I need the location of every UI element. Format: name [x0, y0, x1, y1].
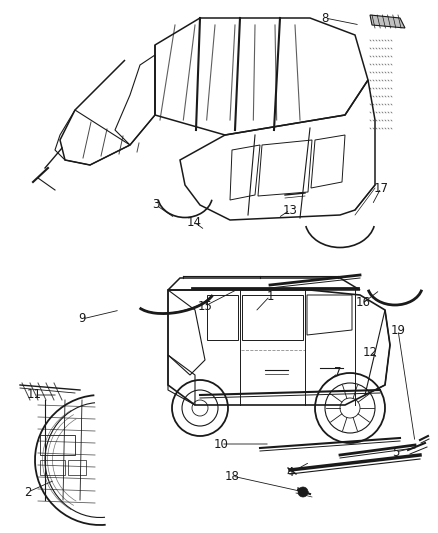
Text: 10: 10: [214, 438, 229, 450]
Text: 14: 14: [187, 215, 201, 229]
Text: 11: 11: [27, 389, 42, 401]
Text: 1: 1: [266, 289, 274, 303]
Text: 18: 18: [225, 470, 240, 482]
Polygon shape: [370, 15, 405, 28]
Text: 3: 3: [152, 198, 160, 212]
Bar: [40, 460, 65, 475]
Text: 17: 17: [374, 182, 389, 195]
Text: 13: 13: [283, 204, 297, 216]
Text: 4: 4: [286, 466, 294, 480]
Text: 8: 8: [321, 12, 328, 25]
Text: 19: 19: [391, 324, 406, 336]
Text: 7: 7: [334, 367, 342, 379]
Text: 15: 15: [198, 300, 212, 312]
Text: 9: 9: [78, 312, 86, 326]
Text: 16: 16: [356, 296, 371, 310]
Text: 12: 12: [363, 345, 378, 359]
Circle shape: [298, 487, 308, 497]
Text: 2: 2: [24, 486, 32, 498]
Bar: [40, 435, 75, 455]
Text: 5: 5: [392, 446, 400, 458]
Bar: [68, 460, 86, 475]
